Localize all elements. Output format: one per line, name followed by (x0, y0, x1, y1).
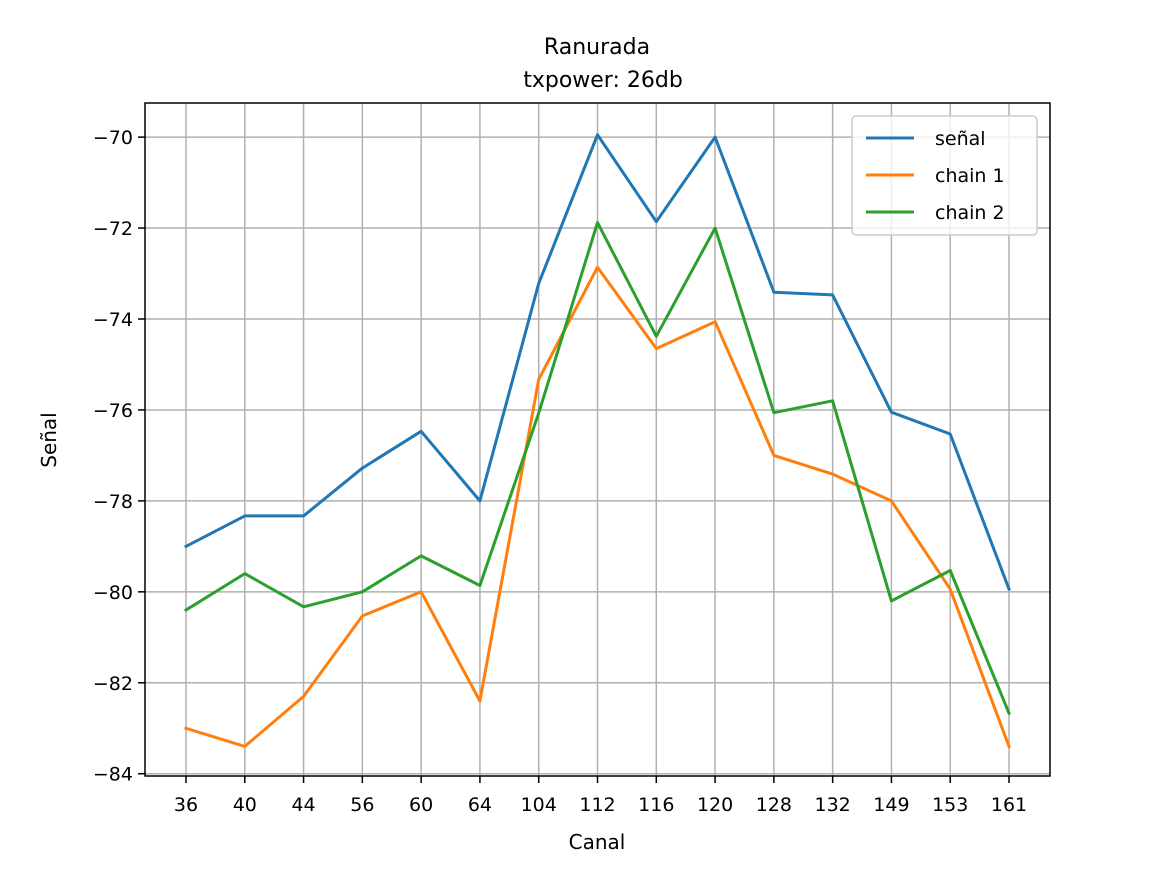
x-tick-label: 153 (932, 794, 968, 816)
y-tick-label: −80 (93, 582, 133, 604)
x-tick-label: 128 (756, 794, 792, 816)
x-axis-label: Canal (569, 830, 626, 854)
chart-title: Ranurada (544, 35, 650, 60)
y-tick-label: −70 (93, 127, 133, 149)
series-line-señal (183, 133, 1011, 592)
x-tick-label: 132 (815, 794, 851, 816)
y-tick-label: −84 (93, 764, 133, 786)
series-line-chain-1 (184, 265, 1011, 749)
y-tick-label: −82 (93, 673, 133, 695)
x-tick-label: 104 (521, 794, 557, 816)
chart-subtitle: txpower: 26db (523, 68, 683, 93)
x-tick-label: 116 (638, 794, 674, 816)
x-tick-labels: 36 40 44 56 60 64 104 112 116 120 128 132 149 153 161 (174, 794, 1027, 816)
x-tick-label: 60 (409, 794, 433, 816)
series-line-chain-2 (183, 221, 1011, 716)
x-tick-label: 40 (233, 794, 257, 816)
legend-label: chain 1 (935, 165, 1005, 187)
x-tick-label: 120 (697, 794, 733, 816)
x-tick-label: 36 (174, 794, 198, 816)
legend-label: chain 2 (935, 202, 1005, 224)
y-tick-labels: −70 −72 −74 −76 −78 −80 −82 −84 (93, 127, 133, 786)
x-tick-label: 112 (579, 794, 615, 816)
legend-label: señal (935, 128, 986, 150)
y-tick-label: −78 (93, 491, 133, 513)
legend: señal chain 1 chain 2 (851, 115, 1038, 236)
grid (145, 103, 1050, 776)
y-tick-label: −72 (93, 218, 133, 240)
y-tick-label: −76 (93, 400, 133, 422)
x-tick-label: 56 (350, 794, 374, 816)
x-tick-label: 149 (873, 794, 909, 816)
legend-box (851, 115, 1038, 236)
x-tick-label: 64 (468, 794, 492, 816)
axis-ticks (138, 136, 1010, 783)
series-lines (183, 133, 1011, 749)
y-tick-label: −74 (93, 309, 133, 331)
y-axis-label: Señal (37, 412, 61, 468)
x-tick-label: 44 (291, 794, 315, 816)
x-tick-label: 161 (991, 794, 1027, 816)
